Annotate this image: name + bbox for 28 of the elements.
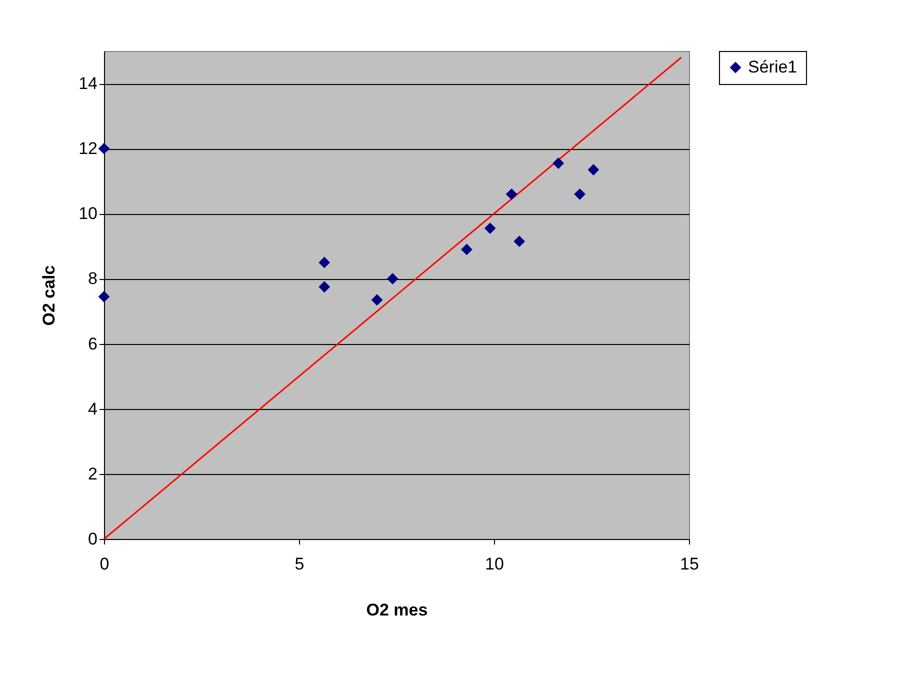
x-tick-label: 0: [100, 554, 110, 574]
point: [484, 222, 496, 234]
point: [98, 290, 110, 302]
point: [371, 294, 383, 306]
point: [506, 188, 518, 200]
point: [318, 281, 330, 293]
point: [318, 256, 330, 268]
y-tick-label: 12: [78, 139, 98, 158]
y-tick-label: 4: [88, 399, 98, 418]
y-tick-label: 6: [88, 334, 98, 354]
point: [574, 188, 586, 200]
y-tick-label: 10: [78, 204, 98, 224]
point: [514, 236, 526, 248]
y-tick-label: 0: [88, 530, 98, 548]
point: [98, 142, 110, 154]
y-tick-label: 8: [88, 269, 98, 288]
x-axis-title: O2 mes: [366, 600, 428, 620]
y-axis-title: O2 calc: [40, 265, 59, 326]
legend-label: Série1: [748, 58, 798, 76]
x-tick-label: 5: [294, 554, 304, 574]
y-tick-label: 2: [88, 464, 98, 484]
y-tick-label: 14: [78, 74, 98, 94]
x-tick-label: 15: [680, 554, 699, 574]
point: [588, 164, 600, 176]
point: [461, 244, 472, 256]
point: [386, 273, 398, 284]
x-tick-label: 10: [485, 554, 504, 574]
point: [552, 158, 564, 169]
